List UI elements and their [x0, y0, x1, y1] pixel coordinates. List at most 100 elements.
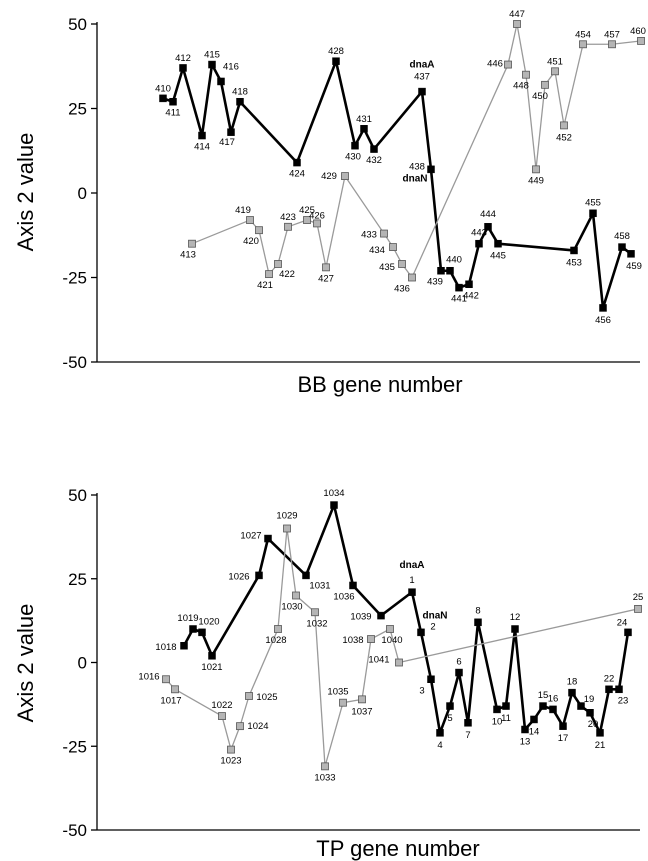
data-point-label: 427 — [318, 273, 334, 284]
y-tick-label: -50 — [62, 821, 87, 840]
data-point-label: 410 — [155, 83, 171, 94]
data-point-marker — [494, 239, 502, 248]
data-point-label: 431 — [356, 114, 372, 125]
data-point-label: 14 — [529, 726, 540, 737]
data-point-marker — [358, 695, 366, 704]
data-point-marker — [274, 625, 282, 633]
data-point-label: 12 — [510, 612, 521, 623]
data-point-label: 453 — [566, 257, 582, 268]
data-point-label: 425 — [299, 205, 315, 216]
data-point-marker — [618, 243, 626, 251]
data-point-label: 1023 — [220, 756, 241, 767]
data-point-label: 20 — [588, 719, 599, 730]
data-point-marker — [377, 611, 385, 620]
data-point-label: 434 — [369, 245, 385, 256]
data-point-marker — [208, 652, 216, 660]
data-point-label: 7 — [465, 730, 470, 741]
data-point-marker — [236, 722, 244, 731]
data-point-label: 451 — [547, 56, 563, 67]
data-point-marker — [255, 226, 263, 235]
data-point-marker — [311, 608, 319, 617]
data-point-label: 429 — [321, 171, 337, 182]
data-point-label: 15 — [538, 690, 549, 701]
data-point-marker — [380, 229, 388, 238]
data-point-marker — [227, 745, 235, 754]
data-point-label: 1029 — [276, 511, 297, 522]
data-point-label: 422 — [279, 269, 295, 280]
data-point-label: 424 — [289, 169, 305, 180]
data-point-label: 24 — [617, 617, 628, 628]
data-point-marker — [599, 304, 607, 312]
data-point-marker — [408, 273, 416, 282]
data-point-label: 1040 — [381, 635, 402, 646]
data-point-marker — [570, 246, 578, 255]
data-point-marker — [360, 125, 368, 133]
data-point-marker — [227, 128, 235, 136]
data-point-label: 1032 — [306, 618, 327, 629]
data-point-label: 444 — [480, 209, 496, 220]
data-point-marker — [418, 87, 426, 96]
data-point-label: 426 — [309, 210, 325, 221]
data-point-label: 1020 — [198, 616, 219, 627]
data-point-marker — [169, 97, 177, 106]
data-point-marker — [493, 705, 501, 714]
data-point-label: 3 — [419, 685, 424, 696]
data-point-marker — [341, 172, 349, 181]
data-point-marker — [370, 145, 378, 153]
y-tick-label: -50 — [62, 353, 87, 372]
data-point-label: 23 — [618, 695, 629, 706]
data-point-marker — [530, 715, 538, 724]
data-point-marker — [511, 625, 519, 633]
data-point-label: 438 — [409, 161, 425, 172]
data-point-label: 1034 — [323, 488, 344, 499]
data-point-label: 459 — [626, 261, 642, 272]
gene-annotation: dnaN — [423, 610, 448, 621]
data-point-label: 440 — [446, 255, 462, 266]
data-point-marker — [586, 709, 594, 717]
data-point-label: 1022 — [211, 700, 232, 711]
data-point-label: 18 — [567, 677, 578, 688]
data-point-label: 414 — [194, 142, 210, 153]
data-point-label: 1018 — [155, 642, 176, 653]
data-point-label: 430 — [345, 152, 361, 163]
data-point-marker — [198, 131, 206, 140]
data-point-marker — [464, 719, 472, 727]
data-point-label: 1033 — [314, 772, 335, 783]
data-point-label: 1025 — [256, 692, 277, 703]
data-point-label: 454 — [575, 29, 591, 40]
data-point-label: 449 — [528, 175, 544, 186]
data-point-label: 25 — [633, 592, 644, 603]
data-point-marker — [539, 702, 547, 710]
data-point-marker — [608, 40, 616, 49]
data-point-marker — [302, 571, 310, 580]
data-point-label: 1036 — [333, 591, 354, 602]
data-point-label: 448 — [513, 81, 529, 92]
data-point-label: 1 — [409, 575, 414, 586]
data-point-label: 16 — [548, 693, 559, 704]
data-point-label: 19 — [584, 694, 595, 705]
data-point-label: 458 — [614, 231, 630, 242]
data-point-label: 435 — [379, 262, 395, 273]
data-point-marker — [189, 625, 197, 633]
data-point-label: 1016 — [138, 671, 159, 682]
data-point-label: 1041 — [368, 655, 389, 666]
gene-annotation: dnaA — [410, 60, 435, 71]
data-point-label: 447 — [509, 9, 525, 20]
gene-annotation: dnaN — [403, 173, 428, 184]
data-point-marker — [455, 668, 463, 677]
data-point-label: 4 — [437, 740, 442, 751]
data-point-marker — [367, 635, 375, 643]
data-point-marker — [446, 702, 454, 710]
y-tick-label: 0 — [78, 184, 87, 203]
y-tick-label: -25 — [62, 737, 87, 756]
data-point-marker — [217, 77, 225, 86]
series-line-black — [162, 59, 632, 310]
data-point-label: 455 — [585, 197, 601, 208]
data-point-marker — [321, 762, 329, 771]
data-point-label: 450 — [532, 91, 548, 102]
data-point-marker — [549, 705, 557, 714]
data-point-marker — [605, 685, 613, 694]
data-point-marker — [596, 729, 604, 737]
chart-bb: Axis 2 value BB gene number 50 25 0 -25 -50 4… — [0, 0, 648, 420]
